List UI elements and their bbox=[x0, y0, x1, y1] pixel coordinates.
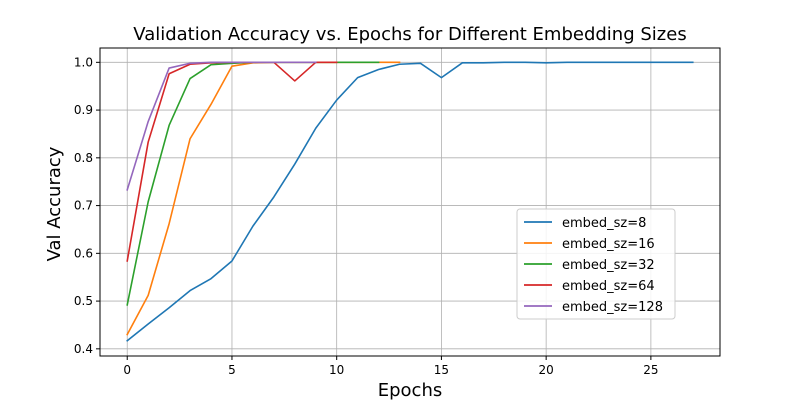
plot-frame bbox=[99, 47, 721, 357]
legend-label-0: embed_sz=8 bbox=[562, 216, 646, 231]
y-tick-label: 1.0 bbox=[74, 55, 93, 69]
y-tick-label: 0.4 bbox=[74, 342, 93, 356]
chart-title: Validation Accuracy vs. Epochs for Diffe… bbox=[133, 24, 686, 45]
legend-label-4: embed_sz=128 bbox=[562, 300, 663, 315]
legend: embed_sz=8 embed_sz=16 embed_sz=32 embed_sz… bbox=[516, 208, 676, 320]
series-lines bbox=[126, 61, 694, 342]
legend-label-2: embed_sz=32 bbox=[562, 258, 655, 273]
y-tick-label: 0.9 bbox=[74, 103, 93, 117]
series-line-4 bbox=[126, 61, 317, 191]
legend-items: embed_sz=8 embed_sz=16 embed_sz=32 embed_sz… bbox=[524, 216, 663, 315]
x-tick-label: 0 bbox=[123, 363, 131, 377]
x-tick-label: 20 bbox=[539, 363, 554, 377]
legend-box bbox=[516, 208, 676, 320]
y-axis-label: Val Accuracy bbox=[44, 146, 65, 261]
y-tick-label: 0.8 bbox=[74, 151, 93, 165]
x-axis-label: Epochs bbox=[378, 380, 443, 400]
legend-label-3: embed_sz=64 bbox=[562, 279, 655, 294]
axis-ticks: 0 5 10 15 20 25 0.4 0.5 0.6 0.7 0.8 0.9 1.0 bbox=[74, 55, 659, 377]
series-line-0 bbox=[126, 61, 694, 342]
x-tick-label: 10 bbox=[329, 363, 344, 377]
x-tick-label: 5 bbox=[228, 363, 236, 377]
y-tick-label: 0.7 bbox=[74, 199, 93, 213]
legend-label-1: embed_sz=16 bbox=[562, 237, 655, 252]
y-tick-label: 0.6 bbox=[74, 246, 93, 260]
x-tick-label: 25 bbox=[643, 363, 658, 377]
y-tick-label: 0.5 bbox=[74, 294, 93, 308]
x-tick-label: 15 bbox=[434, 363, 449, 377]
